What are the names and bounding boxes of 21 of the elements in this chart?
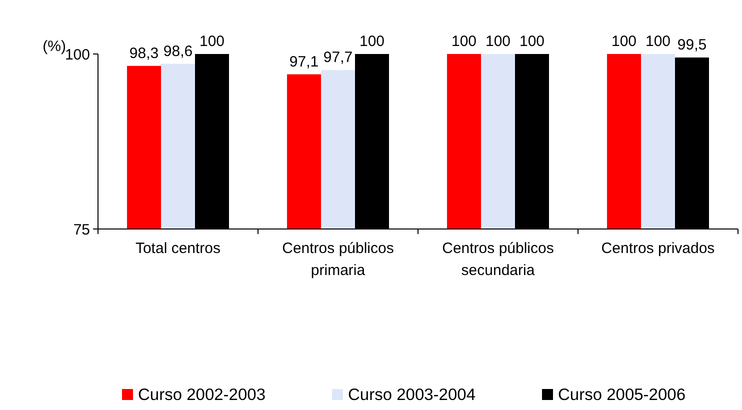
data-label: 100 bbox=[645, 33, 671, 50]
y-axis-title: (%) bbox=[42, 38, 66, 55]
data-label: 100 bbox=[451, 33, 477, 50]
data-label: 97,7 bbox=[323, 49, 353, 66]
data-label: 100 bbox=[199, 33, 225, 50]
x-tick-label: Centros públicos primaria bbox=[282, 240, 394, 279]
data-label: 99,5 bbox=[677, 36, 707, 54]
data-label: 100 bbox=[519, 33, 545, 50]
data-label: 100 bbox=[359, 33, 385, 50]
data-label: 98,3 bbox=[129, 44, 159, 62]
x-tick-label: Centros privados bbox=[601, 240, 715, 257]
legend-label: Curso 2002-2003 bbox=[138, 386, 266, 404]
legend-label: Curso 2005-2006 bbox=[558, 386, 686, 404]
data-label: 98,6 bbox=[163, 42, 193, 60]
x-tick-label: Total centros bbox=[135, 240, 221, 257]
data-label: 100 bbox=[611, 33, 637, 50]
data-label: 97,1 bbox=[289, 53, 319, 70]
x-tick-label: Centros públicos secundaria bbox=[442, 240, 554, 279]
y-tick-label: 75 bbox=[73, 221, 90, 238]
data-label: 100 bbox=[485, 33, 511, 50]
legend-label: Curso 2003-2004 bbox=[348, 386, 476, 404]
